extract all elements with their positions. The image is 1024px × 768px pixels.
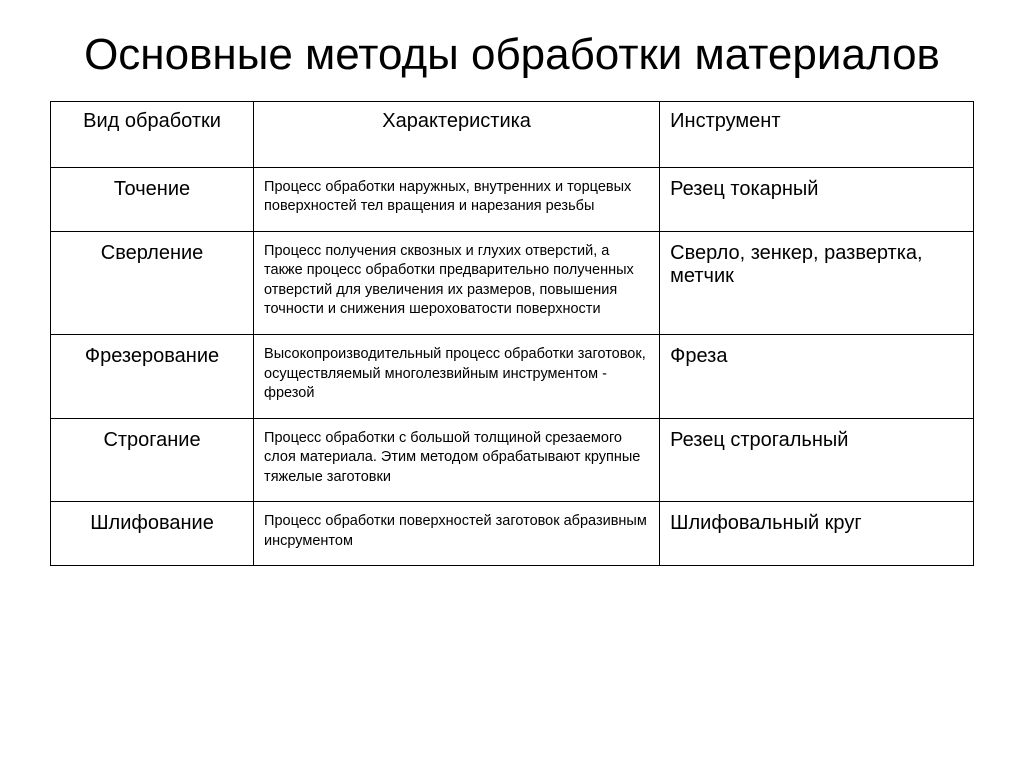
desc-cell: Процесс обработки с большой толщиной сре…: [254, 418, 660, 502]
table-row: Шлифование Процесс обработки поверхносте…: [51, 502, 974, 566]
table-row: Сверление Процесс получения сквозных и г…: [51, 231, 974, 334]
tool-cell: Резец строгальный: [660, 418, 974, 502]
slide: Основные методы обработки материалов Вид…: [0, 0, 1024, 768]
methods-table: Вид обработки Характеристика Инструмент …: [50, 101, 974, 567]
header-desc: Характеристика: [254, 101, 660, 167]
page-title: Основные методы обработки материалов: [50, 30, 974, 81]
desc-cell: Процесс получения сквозных и глухих отве…: [254, 231, 660, 334]
header-tool: Инструмент: [660, 101, 974, 167]
method-cell: Сверление: [51, 231, 254, 334]
table-row: Точение Процесс обработки наружных, внут…: [51, 167, 974, 231]
desc-cell: Высокопроизводительный процесс обработки…: [254, 334, 660, 418]
tool-cell: Шлифовальный круг: [660, 502, 974, 566]
tool-cell: Резец токарный: [660, 167, 974, 231]
tool-cell: Фреза: [660, 334, 974, 418]
method-cell: Точение: [51, 167, 254, 231]
table-row: Строгание Процесс обработки с большой то…: [51, 418, 974, 502]
method-cell: Фрезерование: [51, 334, 254, 418]
table-row: Фрезерование Высокопроизводительный проц…: [51, 334, 974, 418]
method-cell: Строгание: [51, 418, 254, 502]
tool-cell: Сверло, зенкер, развертка, метчик: [660, 231, 974, 334]
desc-cell: Процесс обработки наружных, внутренних и…: [254, 167, 660, 231]
header-method: Вид обработки: [51, 101, 254, 167]
desc-cell: Процесс обработки поверхностей заготовок…: [254, 502, 660, 566]
method-cell: Шлифование: [51, 502, 254, 566]
table-header-row: Вид обработки Характеристика Инструмент: [51, 101, 974, 167]
